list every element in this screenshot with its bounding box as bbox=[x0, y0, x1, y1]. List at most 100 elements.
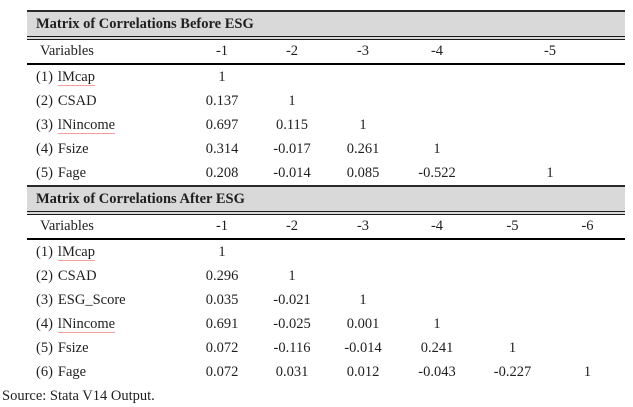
row-index: (1) bbox=[36, 68, 53, 85]
table-row: (3) lNincome 0.697 0.115 1 bbox=[27, 113, 625, 137]
table-row: (2) CSAD 0.296 1 bbox=[27, 264, 625, 288]
table-row: (4) Fsize 0.314 -0.017 0.261 1 bbox=[27, 137, 625, 161]
row-label: (2) CSAD bbox=[27, 93, 187, 110]
matrix-cell: 0.697 bbox=[205, 116, 239, 133]
matrix-cell: 0.296 bbox=[205, 267, 239, 284]
matrix-cell: 0.208 bbox=[205, 164, 239, 181]
row-index: (4) bbox=[36, 140, 53, 157]
column-header: -4 bbox=[430, 43, 444, 59]
column-header-variables: Variables bbox=[40, 43, 94, 59]
row-label: (1) lMcap bbox=[27, 68, 187, 86]
correlation-table-after-esg: Matrix of Correlations After ESG Variabl… bbox=[27, 185, 625, 384]
variable-name: lMcap bbox=[57, 243, 95, 261]
variable-name: Fsize bbox=[57, 140, 89, 157]
row-index: (1) bbox=[36, 243, 53, 260]
matrix-cell: 1 bbox=[359, 116, 367, 133]
matrix-cell: 0.691 bbox=[205, 315, 239, 332]
matrix-cell: -0.227 bbox=[493, 363, 532, 380]
matrix-cell: 1 bbox=[508, 339, 517, 356]
table-title: Matrix of Correlations After ESG bbox=[36, 190, 245, 207]
matrix-cell: -0.116 bbox=[273, 339, 311, 356]
row-label: (5) Fsize bbox=[27, 340, 187, 357]
matrix-cell: 0.261 bbox=[346, 140, 380, 157]
matrix-cell: -0.522 bbox=[418, 164, 456, 181]
matrix-cell: 0.035 bbox=[205, 291, 239, 308]
matrix-cell: -0.014 bbox=[344, 339, 382, 356]
row-label: (6) Fage bbox=[27, 364, 187, 381]
table-row: (5) Fage 0.208 -0.014 0.085 -0.522 1 bbox=[27, 161, 625, 185]
row-label: (3) lNincome bbox=[27, 116, 187, 134]
column-header: -1 bbox=[215, 218, 229, 234]
row-index: (4) bbox=[36, 315, 53, 332]
table-row: (3) ESG_Score 0.035 -0.021 1 bbox=[27, 288, 625, 312]
matrix-cell: 0.241 bbox=[420, 339, 454, 356]
matrix-cell: 1 bbox=[218, 68, 226, 85]
table-row: (6) Fage 0.072 0.031 0.012 -0.043 -0.227 … bbox=[27, 360, 625, 384]
matrix-cell: 0.001 bbox=[346, 315, 380, 332]
header-row: Variables -1 -2 -3 -4 -5 -6 bbox=[27, 215, 625, 240]
variable-name: lNincome bbox=[57, 315, 116, 333]
variable-name: lMcap bbox=[57, 68, 95, 86]
table-title: Matrix of Correlations Before ESG bbox=[36, 15, 254, 32]
variable-name: CSAD bbox=[57, 92, 97, 109]
matrix-cell: 0.072 bbox=[205, 339, 239, 356]
table-title-bar: Matrix of Correlations Before ESG bbox=[27, 10, 625, 40]
column-header: -5 bbox=[506, 218, 519, 234]
variable-name: Fage bbox=[57, 164, 87, 181]
source-note: Source: Stata V14 Output. bbox=[2, 388, 155, 404]
matrix-cell: 0.031 bbox=[275, 363, 309, 380]
header-row: Variables -1 -2 -3 -4 -5 bbox=[27, 40, 625, 65]
matrix-cell: -0.021 bbox=[273, 291, 311, 308]
row-index: (5) bbox=[36, 339, 53, 356]
variable-name: Fage bbox=[57, 363, 87, 380]
matrix-cell: 1 bbox=[583, 363, 592, 380]
column-header: -1 bbox=[215, 43, 229, 59]
row-index: (2) bbox=[36, 267, 53, 284]
matrix-cell: -0.043 bbox=[418, 363, 456, 380]
matrix-cell: 0.137 bbox=[205, 92, 239, 109]
matrix-cell: 1 bbox=[288, 267, 296, 284]
matrix-cell: 1 bbox=[288, 92, 296, 109]
table-row: (5) Fsize 0.072 -0.116 -0.014 0.241 1 bbox=[27, 336, 625, 360]
matrix-cell: 1 bbox=[546, 164, 554, 181]
row-label: (3) ESG_Score bbox=[27, 292, 187, 309]
matrix-cell: 1 bbox=[433, 315, 441, 332]
row-index: (3) bbox=[36, 291, 53, 308]
matrix-cell: 1 bbox=[359, 291, 367, 308]
row-index: (3) bbox=[36, 116, 53, 133]
matrix-cell: -0.014 bbox=[273, 164, 311, 181]
table-title-bar: Matrix of Correlations After ESG bbox=[27, 185, 625, 215]
matrix-cell: 0.314 bbox=[205, 140, 239, 157]
column-header: -4 bbox=[430, 218, 444, 234]
matrix-cell: -0.017 bbox=[273, 140, 311, 157]
variable-name: Fsize bbox=[57, 339, 89, 356]
row-label: (4) lNincome bbox=[27, 315, 187, 333]
row-index: (2) bbox=[36, 92, 53, 109]
table-row: (2) CSAD 0.137 1 bbox=[27, 89, 625, 113]
column-header-variables: Variables bbox=[40, 218, 94, 234]
row-label: (2) CSAD bbox=[27, 268, 187, 285]
table-row: (4) lNincome 0.691 -0.025 0.001 1 bbox=[27, 312, 625, 336]
matrix-cell: 1 bbox=[218, 243, 226, 260]
matrix-cell: 0.115 bbox=[275, 116, 309, 133]
matrix-cell: -0.025 bbox=[273, 315, 311, 332]
row-label: (4) Fsize bbox=[27, 141, 187, 158]
correlation-table-before-esg: Matrix of Correlations Before ESG Variab… bbox=[27, 10, 625, 185]
table-row: (1) lMcap 1 bbox=[27, 240, 625, 264]
row-label: (5) Fage bbox=[27, 165, 187, 182]
table-row: (1) lMcap 1 bbox=[27, 65, 625, 89]
column-header: -6 bbox=[581, 218, 594, 234]
matrix-cell: 0.085 bbox=[346, 164, 380, 181]
row-label: (1) lMcap bbox=[27, 243, 187, 261]
matrix-cell: 1 bbox=[433, 140, 441, 157]
column-header: -3 bbox=[356, 218, 370, 234]
column-header: -3 bbox=[356, 43, 370, 59]
row-index: (6) bbox=[36, 363, 53, 380]
column-header: -5 bbox=[543, 43, 557, 59]
column-header: -2 bbox=[285, 218, 299, 234]
variable-name: CSAD bbox=[57, 267, 97, 284]
row-index: (5) bbox=[36, 164, 53, 181]
variable-name: ESG_Score bbox=[57, 291, 126, 308]
matrix-cell: 0.012 bbox=[346, 363, 380, 380]
